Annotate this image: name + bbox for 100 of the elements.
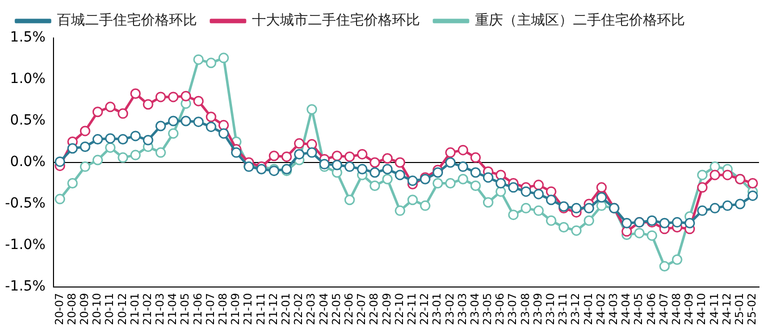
point — [206, 112, 216, 122]
x-tick-label: 21-04 — [166, 293, 180, 326]
point — [130, 130, 141, 142]
point — [370, 180, 380, 192]
y-tick-label: -1.5% — [4, 278, 46, 295]
point — [571, 225, 582, 236]
point — [332, 150, 342, 162]
point — [458, 144, 468, 156]
y-tick-label: 0.0% — [10, 154, 46, 170]
point — [306, 104, 318, 115]
point — [407, 194, 418, 206]
y-tick-label: 1.5% — [10, 30, 46, 46]
point — [193, 96, 204, 106]
x-tick-label: 22-10 — [392, 293, 406, 326]
point — [168, 128, 179, 139]
x-tick-label: 23-09 — [531, 293, 544, 326]
point — [533, 180, 544, 190]
point — [710, 202, 720, 214]
point — [294, 138, 304, 149]
point — [294, 148, 304, 160]
point — [520, 202, 532, 214]
point — [218, 120, 229, 130]
point — [319, 158, 330, 170]
point — [206, 122, 216, 132]
x-tick-label: 21-06 — [191, 293, 204, 326]
point — [155, 147, 166, 158]
x-tick-label: 20-11 — [103, 293, 116, 326]
point — [193, 54, 204, 65]
point — [533, 205, 544, 216]
point — [634, 228, 645, 238]
point — [268, 150, 280, 162]
x-tick-label: 22-08 — [368, 293, 381, 326]
x-tick-label: 22-11 — [405, 293, 418, 326]
point — [722, 200, 733, 211]
point — [659, 261, 670, 272]
point — [382, 174, 393, 184]
x-tick-label: 21-01 — [128, 293, 142, 326]
legend-label: 百城二手住宅价格环比 — [57, 12, 197, 29]
point — [332, 160, 342, 170]
legend-label: 十大城市二手住宅价格环比 — [252, 12, 420, 29]
x-tick-label: 23-07 — [506, 293, 520, 326]
point — [482, 197, 494, 208]
point — [546, 215, 556, 226]
point — [394, 205, 406, 216]
point — [533, 188, 544, 200]
point — [697, 182, 708, 193]
point — [54, 194, 66, 204]
x-tick-label: 24-11 — [708, 293, 721, 326]
x-tick-label: 24-05 — [632, 293, 646, 326]
point — [621, 226, 632, 237]
point — [92, 134, 103, 145]
x-tick-label: 25-02 — [746, 293, 759, 326]
point — [496, 178, 506, 189]
point — [458, 174, 468, 184]
point — [67, 143, 78, 154]
x-tick-label: 22-09 — [380, 293, 394, 326]
x-tick-label: 23-04 — [468, 293, 482, 326]
point — [344, 151, 355, 162]
x-tick-label: 21-12 — [266, 293, 280, 326]
point — [105, 142, 116, 153]
point — [306, 139, 318, 150]
x-tick-label: 23-05 — [481, 293, 494, 326]
point — [394, 157, 406, 168]
point — [697, 170, 708, 180]
point — [470, 167, 481, 178]
point — [496, 186, 506, 197]
x-tick-label: 22-01 — [280, 293, 293, 326]
x-tick-label: 22-03 — [304, 293, 318, 326]
point — [193, 116, 204, 128]
x-tick-label: 21-02 — [140, 293, 154, 326]
point — [407, 176, 418, 186]
point — [180, 90, 192, 102]
point — [67, 178, 78, 189]
point — [281, 151, 292, 162]
x-tick-label: 24-02 — [594, 293, 608, 326]
point — [80, 161, 90, 172]
x-tick-label: 22-05 — [330, 293, 343, 326]
point — [218, 52, 229, 64]
x-tick-label: 20-07 — [52, 293, 66, 326]
point — [508, 210, 519, 220]
point — [432, 167, 444, 178]
legend-label: 重庆（主城区）二手住宅价格环比 — [475, 12, 685, 29]
point — [734, 198, 746, 210]
x-tick-label: 22-06 — [342, 293, 356, 326]
x-tick-label: 23-01 — [430, 293, 444, 326]
point — [130, 88, 141, 99]
x-tick-label: 20-10 — [90, 293, 104, 326]
x-tick-label: 21-10 — [242, 293, 255, 326]
point — [256, 164, 267, 174]
point — [496, 170, 506, 180]
point — [445, 157, 456, 168]
point — [105, 102, 116, 112]
point — [54, 156, 66, 167]
x-tick-label: 21-05 — [178, 293, 192, 326]
x-tick-label: 20-12 — [116, 293, 129, 326]
y-tick-label: -1.0% — [4, 237, 46, 254]
point — [218, 128, 229, 139]
x-tick-label: 24-04 — [620, 293, 633, 326]
x-tick-label: 22-12 — [418, 293, 432, 326]
point — [344, 194, 355, 206]
